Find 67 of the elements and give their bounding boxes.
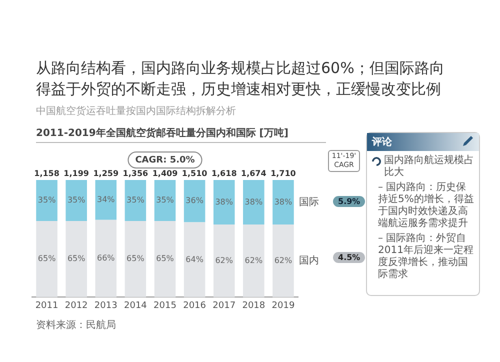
- bar: [36, 180, 58, 222]
- series-label: 国际: [299, 196, 320, 208]
- data-label: 35%: [67, 196, 86, 205]
- text: 国内路向航运规模占比大: [384, 155, 474, 179]
- bar: [36, 221, 58, 298]
- x-tick-label: 2015: [154, 300, 176, 311]
- data-label: 35%: [38, 196, 56, 205]
- bar: [66, 221, 87, 298]
- bar: [66, 180, 87, 222]
- series-label: 国内: [299, 254, 320, 266]
- data-label: 65%: [126, 254, 145, 264]
- x-tick-label: 2019: [272, 300, 295, 311]
- x-tick-label: 2013: [94, 300, 118, 311]
- x-tick-label: 2018: [242, 300, 266, 311]
- text: 1,510: [182, 169, 208, 178]
- x-tick-label: 2016: [183, 300, 206, 311]
- text: 1,199: [64, 169, 90, 178]
- bar: [95, 220, 117, 298]
- bar: [243, 224, 264, 298]
- text: – 国际路向：外贸自2011年后迎来一定程度反弹增长，推动国际需求: [377, 233, 474, 281]
- x-tick-label: 2017: [212, 300, 236, 311]
- bar: [124, 221, 146, 298]
- text: 1,158: [34, 169, 60, 178]
- text: CAGR: 5.0%: [135, 155, 195, 166]
- data-label: 66%: [97, 254, 116, 263]
- bar: [272, 224, 294, 298]
- data-label: 62%: [274, 256, 293, 265]
- bar: [213, 224, 235, 298]
- text: 1,710: [270, 169, 296, 178]
- text: 2011-2019年全国航空货邮吞吐量分国内和国际 [万吨]: [36, 126, 326, 143]
- x-tick-label: 2012: [64, 300, 88, 311]
- data-label: 34%: [97, 195, 116, 204]
- text: 资料来源：民航局: [36, 318, 116, 332]
- bar: [154, 221, 176, 298]
- data-label: 65%: [67, 254, 86, 264]
- bar: [95, 180, 117, 220]
- data-label: 65%: [156, 254, 174, 264]
- text: 5.9%: [333, 196, 366, 207]
- bar: [272, 180, 294, 225]
- data-label: 38%: [244, 197, 263, 206]
- text: 1,409: [152, 169, 178, 178]
- text: 1,618: [211, 169, 238, 178]
- data-label: 64%: [186, 254, 204, 264]
- text: – 国内路向：历史保持近5%的增长，得益于国内时效快递及高端航运服务需求提升: [377, 182, 474, 230]
- data-label: 35%: [156, 196, 174, 205]
- text: 评论: [367, 133, 479, 151]
- x-tick-label: 2014: [124, 300, 148, 311]
- data-label: 65%: [38, 254, 56, 264]
- text: 1,259: [93, 169, 119, 178]
- data-label: 62%: [244, 256, 263, 265]
- text: 1,674: [241, 169, 267, 178]
- bar: [184, 222, 206, 298]
- data-label: 38%: [215, 197, 234, 206]
- bar: [154, 180, 176, 222]
- bar: [213, 180, 235, 225]
- text: 1,356: [122, 169, 149, 178]
- data-label: 35%: [126, 196, 145, 205]
- data-label: 62%: [215, 256, 234, 265]
- bar: [243, 180, 264, 225]
- chart-subtitle: 中国航空货运吞吐量按国内国际结构拆解分析: [36, 104, 236, 118]
- data-label: 38%: [274, 197, 293, 206]
- x-tick-label: 2011: [35, 300, 58, 311]
- text: 4.5%: [333, 252, 366, 263]
- bar: [124, 180, 146, 222]
- data-label: 36%: [186, 196, 204, 206]
- chart-title: 从路向结构看，国内路向业务规模占比超过60%；但国际路向得益于外贸的不断走强，历史增速相对更快，正缓慢改变比例: [36, 58, 446, 100]
- bar: [184, 180, 206, 222]
